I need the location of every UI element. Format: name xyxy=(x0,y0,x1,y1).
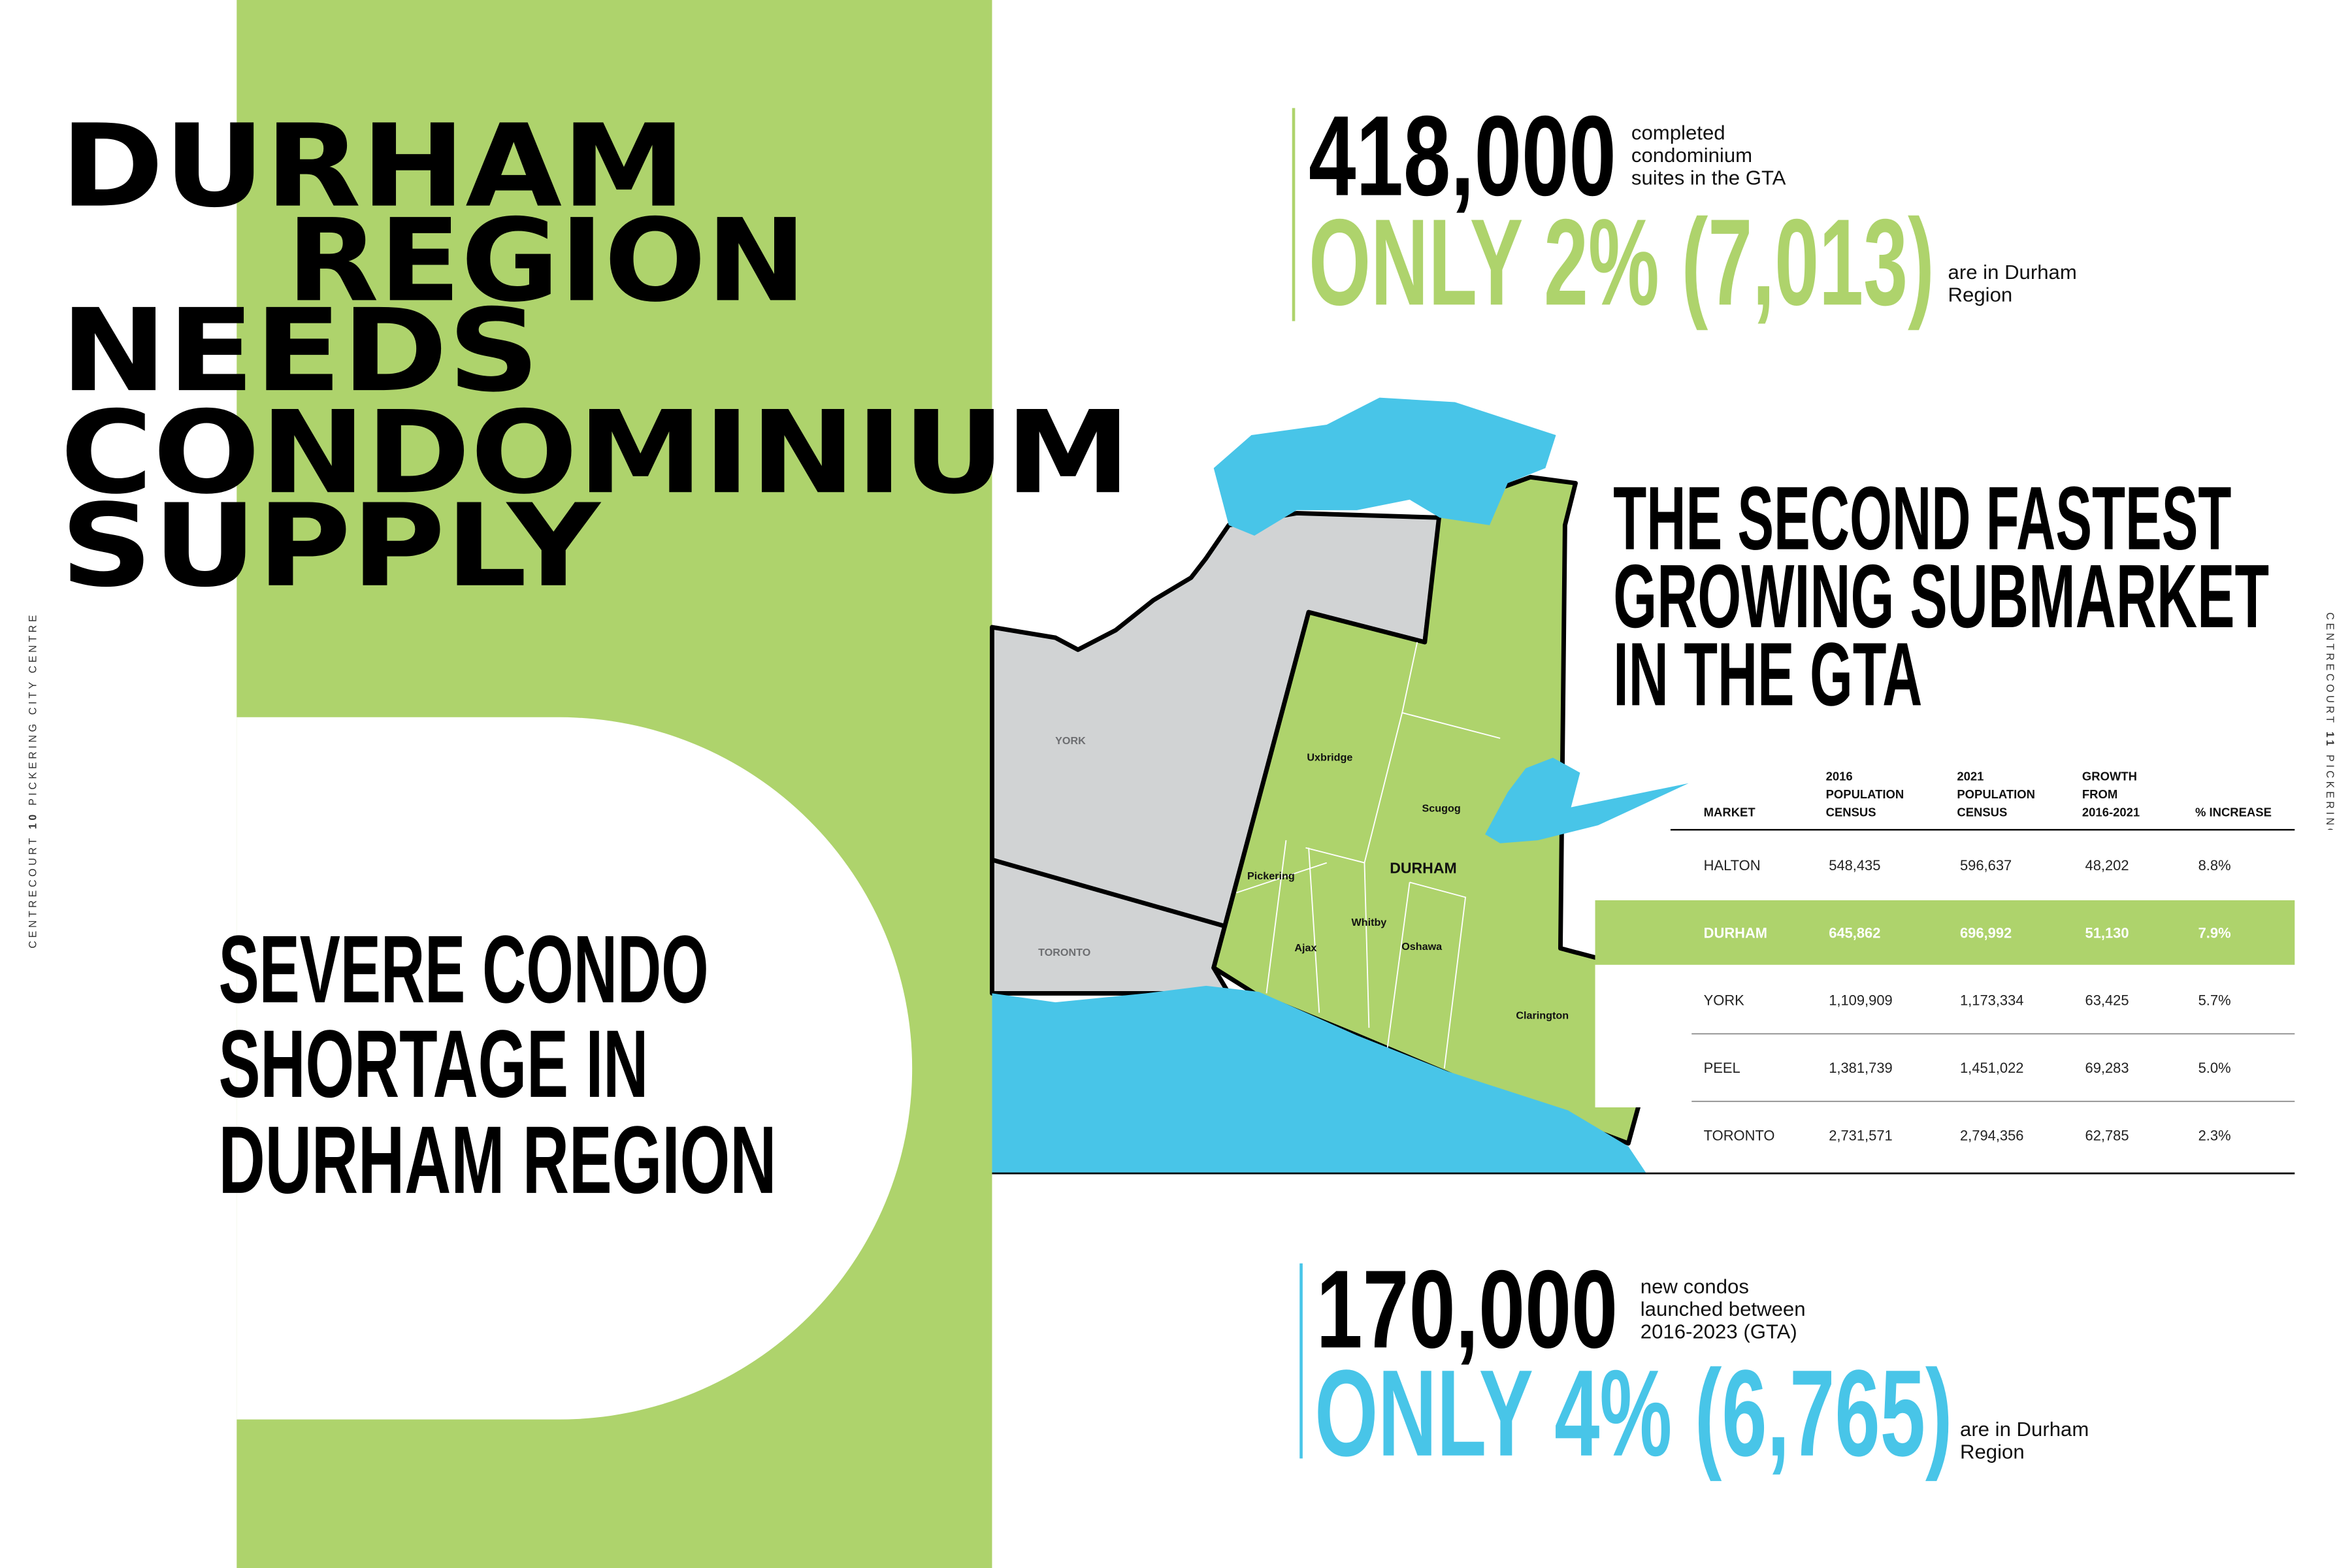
stat-highlight-note: Region xyxy=(1948,284,2013,306)
stat-number: 170,000 xyxy=(1316,1248,1618,1372)
population-table: MARKET 2016 POPULATION CENSUS 2021 POPULATION… xyxy=(1595,769,2295,1143)
map-label: YORK xyxy=(1055,735,1086,747)
table-cell: 69,283 xyxy=(2085,1060,2129,1076)
title-line: REGION xyxy=(286,195,806,328)
map-label: DURHAM xyxy=(1390,860,1457,877)
table-cell: 63,425 xyxy=(2085,992,2129,1009)
table-header: CENSUS xyxy=(1826,805,1876,819)
table-cell: HALTON xyxy=(1704,857,1761,874)
map-label: Ajax xyxy=(1294,942,1316,954)
map: YORK TORONTO Uxbridge Scugog DURHAM Pick… xyxy=(989,397,1689,1173)
lake-simcoe xyxy=(1213,397,1556,536)
table-cell: DURHAM xyxy=(1704,924,1767,941)
table-header: GROWTH xyxy=(2082,769,2137,783)
main-title: DURHAM REGION NEEDS CONDOMINIUM SUPPLY xyxy=(60,101,1130,613)
table-cell: 696,992 xyxy=(1960,924,2012,941)
folio-brand: CENTRECOURT xyxy=(27,835,39,948)
map-label: Oshawa xyxy=(1401,941,1443,953)
heading: THE SECOND FASTEST GROWING SUBMARKET IN … xyxy=(1613,468,2269,725)
table-cell: PEEL xyxy=(1704,1060,1740,1076)
map-label: Whitby xyxy=(1351,917,1386,928)
table-cell: 2.3% xyxy=(2198,1128,2231,1144)
stat-highlight-note: are in Durham xyxy=(1948,261,2077,284)
stat-number: 418,000 xyxy=(1309,93,1616,220)
stat-highlight-note: Region xyxy=(1960,1440,2025,1463)
stat-note: completed xyxy=(1631,122,1725,144)
table-header: 2016 xyxy=(1826,769,1853,783)
table-cell: 548,435 xyxy=(1829,857,1880,874)
callout-line: DURHAM REGION xyxy=(219,1107,777,1214)
table-cell: 2,731,571 xyxy=(1829,1128,1892,1144)
callout-line: SHORTAGE IN xyxy=(219,1011,649,1118)
table-cell: 645,862 xyxy=(1829,924,1880,941)
map-label: TORONTO xyxy=(1038,947,1090,958)
white-d-shape xyxy=(237,717,913,1420)
title-line: SUPPLY xyxy=(60,480,602,613)
stat-highlight: ONLY 2% (7,013) xyxy=(1309,194,1935,331)
table-cell: 5.0% xyxy=(2198,1060,2231,1076)
stat-note: launched between xyxy=(1641,1298,1806,1320)
callout: SEVERE CONDO SHORTAGE IN DURHAM REGION xyxy=(219,916,777,1213)
folio-brand: CENTRECOURT xyxy=(2324,612,2336,725)
stat-note: condominium xyxy=(1631,144,1752,167)
table-header: POPULATION xyxy=(1826,787,1904,801)
boundary xyxy=(991,857,1230,930)
table-header: 2021 xyxy=(1957,769,1984,783)
table-cell: YORK xyxy=(1704,992,1745,1009)
table-cell: 8.8% xyxy=(2198,857,2231,874)
municipal-boundaries xyxy=(1236,642,1501,1069)
map-label: Uxbridge xyxy=(1307,751,1352,763)
folio-page: 10 xyxy=(27,811,39,829)
row-highlight xyxy=(1595,900,2295,965)
table-cell: 596,637 xyxy=(1960,857,2012,874)
table-background xyxy=(1595,830,2352,1107)
table-cell: 1,173,334 xyxy=(1960,992,2023,1009)
table-header: FROM xyxy=(2082,787,2117,801)
stat-highlight: ONLY 4% (6,765) xyxy=(1315,1345,1952,1482)
stat-block: 418,000 completed condominium suites in … xyxy=(1292,93,2077,331)
heading-line: THE SECOND FASTEST xyxy=(1613,468,2231,569)
heading-line: GROWING SUBMARKET xyxy=(1613,546,2269,647)
folio-page: 11 xyxy=(2324,732,2336,749)
table-cell: 2,794,356 xyxy=(1960,1128,2023,1144)
table-cell: 1,381,739 xyxy=(1829,1060,1892,1076)
title-line: CONDOMINIUM xyxy=(60,387,1130,520)
callout-line: SEVERE CONDO xyxy=(219,916,709,1023)
heading-line: IN THE GTA xyxy=(1613,625,1922,725)
table-cell: TORONTO xyxy=(1704,1128,1775,1144)
table-header: MARKET xyxy=(1704,805,1756,819)
title-line: DURHAM xyxy=(60,101,686,233)
table-cell: 1,451,022 xyxy=(1960,1060,2023,1076)
map-label: Scugog xyxy=(1422,803,1461,815)
stat-note: suites in the GTA xyxy=(1631,167,1786,189)
stat-note: new condos xyxy=(1641,1275,1749,1298)
map-label: Clarington xyxy=(1516,1009,1569,1021)
table-header: % INCREASE xyxy=(2195,805,2272,819)
table-cell: 1,109,909 xyxy=(1829,992,1892,1009)
table-background xyxy=(1658,1105,2352,1173)
table-header: 2016-2021 xyxy=(2082,805,2140,819)
table-cell: 5.7% xyxy=(2198,992,2231,1009)
stat-note: 2016-2023 (GTA) xyxy=(1641,1320,1797,1343)
title-line: NEEDS xyxy=(60,286,540,418)
lake-ontario xyxy=(992,985,1646,1173)
table-header: POPULATION xyxy=(1957,787,2035,801)
map-label: Pickering xyxy=(1247,870,1295,882)
folio-project: PICKERING CITY CENTRE xyxy=(27,612,39,806)
table-header: CENSUS xyxy=(1957,805,2007,819)
side-folio-left: CENTRECOURT 10 PICKERING CITY CENTRE xyxy=(27,612,39,949)
table-cell: 7.9% xyxy=(2198,924,2231,941)
table-cell: 62,785 xyxy=(2085,1128,2129,1144)
table-cell: 48,202 xyxy=(2085,857,2129,874)
lake-scugog xyxy=(1485,757,1689,843)
stat-block: 170,000 new condos launched between 2016… xyxy=(1299,1248,2089,1482)
table-cell: 51,130 xyxy=(2085,924,2129,941)
stat-highlight-note: are in Durham xyxy=(1960,1418,2089,1441)
